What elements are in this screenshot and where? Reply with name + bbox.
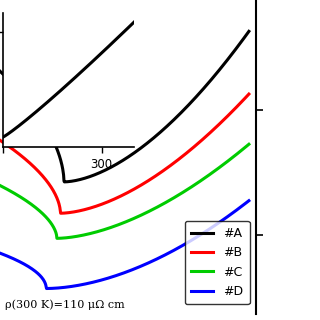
Legend: #A, #B, #C, #D: #A, #B, #C, #D <box>185 221 250 304</box>
Text: ρ(300 K)=110 μΩ cm: ρ(300 K)=110 μΩ cm <box>5 300 125 310</box>
